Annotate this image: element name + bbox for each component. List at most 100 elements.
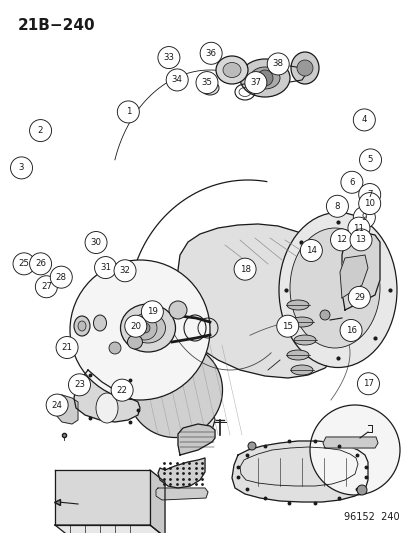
Circle shape [124,315,147,337]
Circle shape [296,60,312,76]
Circle shape [140,323,150,333]
Text: 3: 3 [19,164,24,172]
Circle shape [29,253,52,275]
Polygon shape [178,224,349,378]
Text: 9: 9 [361,213,366,222]
Ellipse shape [249,67,279,89]
Ellipse shape [240,59,289,97]
Text: 25: 25 [19,260,29,268]
Circle shape [133,316,157,340]
Circle shape [195,71,218,94]
Circle shape [233,258,256,280]
Ellipse shape [169,301,187,319]
Polygon shape [150,470,165,533]
Text: 16: 16 [345,326,356,335]
Text: 30: 30 [90,238,101,247]
Circle shape [352,109,375,131]
Text: 6: 6 [348,178,354,187]
Circle shape [70,260,209,400]
Ellipse shape [290,365,312,375]
Text: 22: 22 [116,386,127,394]
Circle shape [117,101,139,123]
Circle shape [339,319,361,342]
Ellipse shape [216,56,247,84]
Text: 27: 27 [41,282,52,291]
Ellipse shape [127,343,222,438]
Ellipse shape [109,342,121,354]
Circle shape [68,374,90,396]
Text: 96152  240: 96152 240 [344,512,399,522]
Ellipse shape [127,335,142,349]
Circle shape [46,394,68,416]
Text: 20: 20 [130,322,141,330]
Circle shape [358,183,380,206]
Circle shape [358,192,380,215]
Text: 24: 24 [52,401,62,409]
Text: 31: 31 [100,263,111,272]
Ellipse shape [74,316,90,336]
Polygon shape [56,395,78,424]
Circle shape [111,379,133,401]
Text: 8: 8 [334,202,339,211]
Text: 14: 14 [305,246,316,255]
Circle shape [199,42,222,64]
Text: 35: 35 [201,78,212,87]
Circle shape [50,266,72,288]
Text: 11: 11 [353,224,363,232]
Text: 2: 2 [38,126,43,135]
Polygon shape [158,458,204,488]
Circle shape [157,46,180,69]
Ellipse shape [96,393,118,423]
Ellipse shape [289,228,379,348]
Circle shape [276,315,298,337]
Circle shape [247,442,255,450]
Text: 23: 23 [74,381,85,389]
Text: 32: 32 [119,266,130,275]
Polygon shape [339,255,367,298]
Ellipse shape [78,321,86,331]
Circle shape [94,256,116,279]
Circle shape [352,206,375,229]
Polygon shape [231,441,367,502]
Ellipse shape [130,313,165,343]
Ellipse shape [290,52,318,84]
Text: 15: 15 [282,322,292,330]
Text: 29: 29 [353,293,364,302]
Circle shape [330,229,352,251]
Ellipse shape [286,350,308,360]
Circle shape [356,485,366,495]
Circle shape [35,276,57,298]
Text: 4: 4 [361,116,366,124]
Polygon shape [55,525,165,533]
Text: 18: 18 [239,265,250,273]
Ellipse shape [120,304,175,352]
Circle shape [319,310,329,320]
Circle shape [166,69,188,91]
Text: 12: 12 [335,236,346,244]
Circle shape [13,253,35,275]
Text: 19: 19 [147,308,157,316]
Text: 34: 34 [171,76,182,84]
Text: 28: 28 [56,273,66,281]
Polygon shape [55,470,150,525]
Polygon shape [74,370,140,422]
Ellipse shape [223,62,240,77]
Circle shape [309,405,399,495]
Text: 33: 33 [163,53,174,62]
Text: 37: 37 [250,78,261,87]
Circle shape [349,229,371,251]
Polygon shape [341,232,379,310]
Circle shape [325,195,348,217]
Ellipse shape [286,300,308,310]
Text: 17: 17 [362,379,373,388]
Circle shape [347,217,369,239]
Ellipse shape [293,335,315,345]
Circle shape [347,286,370,309]
Circle shape [266,53,289,75]
Text: 21B−240: 21B−240 [18,18,95,33]
Circle shape [114,260,136,282]
Text: 36: 36 [205,49,216,58]
Text: 21: 21 [62,343,72,352]
Circle shape [340,171,362,193]
Text: 13: 13 [355,236,366,244]
